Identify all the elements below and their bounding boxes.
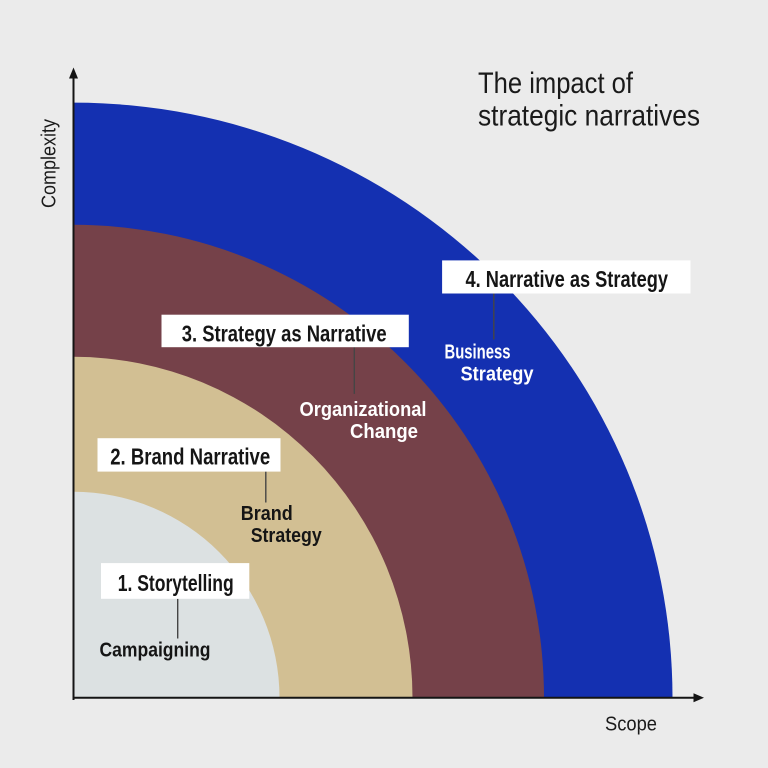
svg-text:Business: Business <box>445 341 511 363</box>
svg-text:4. Narrative as Strategy: 4. Narrative as Strategy <box>466 266 669 292</box>
svg-text:Scope: Scope <box>605 713 657 735</box>
svg-text:1. Storytelling: 1. Storytelling <box>118 570 234 596</box>
svg-text:Change: Change <box>350 421 418 443</box>
svg-text:Organizational: Organizational <box>300 399 427 421</box>
svg-text:3. Strategy as Narrative: 3. Strategy as Narrative <box>182 321 387 347</box>
svg-text:Strategy: Strategy <box>461 363 535 385</box>
svg-text:strategic narratives: strategic narratives <box>478 100 700 133</box>
svg-text:Brand: Brand <box>241 503 293 525</box>
svg-text:Complexity: Complexity <box>39 119 61 208</box>
svg-text:The impact of: The impact of <box>478 67 634 100</box>
svg-text:Strategy: Strategy <box>251 525 323 547</box>
svg-text:2. Brand Narrative: 2. Brand Narrative <box>110 444 270 470</box>
svg-text:Campaigning: Campaigning <box>100 639 211 661</box>
